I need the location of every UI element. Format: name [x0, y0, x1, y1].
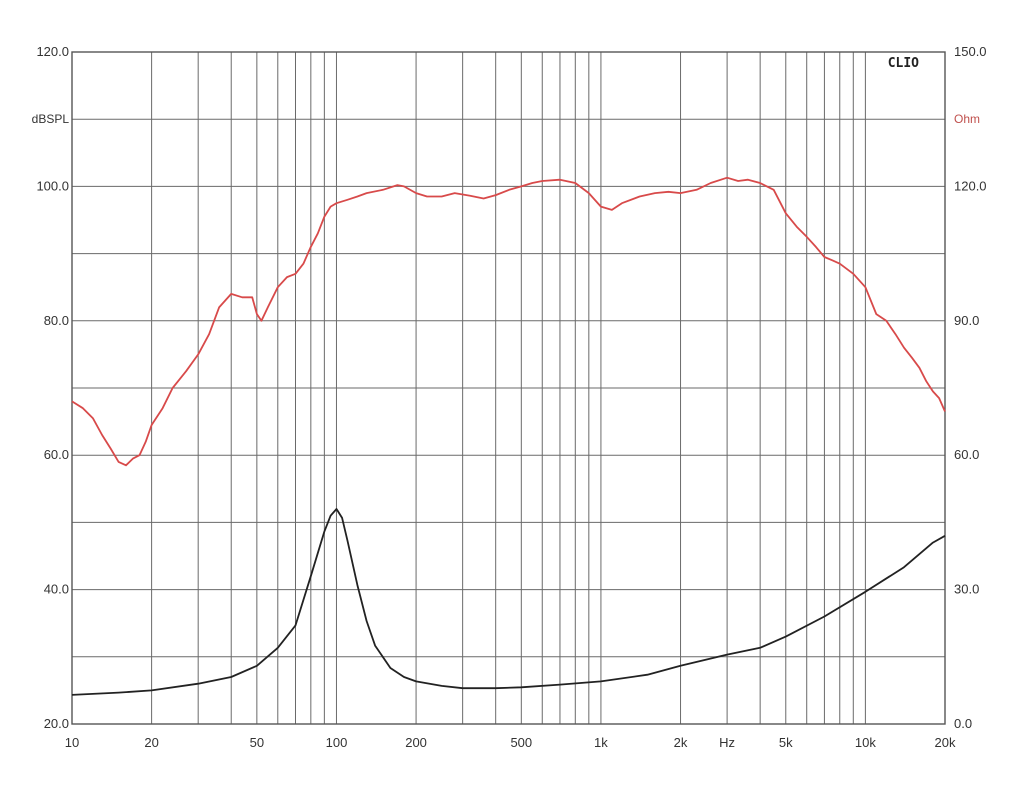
x-tick-label: 10 — [65, 735, 79, 750]
axis-labels: CLIO dBSPL Ohm Hz 10 20 50 100 200 500 1k 2k 5k 1… — [32, 44, 987, 750]
left-tick-label: 120.0 — [36, 44, 69, 59]
x-tick-label: 200 — [405, 735, 427, 750]
right-tick-label: 150.0 — [954, 44, 987, 59]
x-tick-label: 5k — [779, 735, 793, 750]
right-tick-label: 60.0 — [954, 447, 979, 462]
right-tick-label: 30.0 — [954, 582, 979, 597]
impedance-curve — [71, 508, 946, 696]
brand-label: CLIO — [888, 56, 919, 71]
x-tick-label: 1k — [594, 735, 608, 750]
left-tick-label: 60.0 — [44, 447, 69, 462]
series-group — [71, 176, 946, 696]
x-tick-label: 20 — [144, 735, 158, 750]
x-tick-label: 10k — [855, 735, 876, 750]
right-tick-label: 0.0 — [954, 716, 972, 731]
spl-curve — [71, 176, 946, 467]
x-tick-label: 100 — [326, 735, 348, 750]
right-axis-unit: Ohm — [954, 112, 980, 126]
left-tick-label: 40.0 — [44, 582, 69, 597]
x-tick-label: 50 — [250, 735, 264, 750]
left-axis-unit: dBSPL — [32, 112, 70, 126]
x-axis-unit: Hz — [719, 735, 735, 750]
left-tick-label: 20.0 — [44, 716, 69, 731]
plot-frame — [71, 51, 946, 725]
x-tick-label: 20k — [935, 735, 956, 750]
grid — [72, 52, 945, 724]
x-tick-label: 2k — [674, 735, 688, 750]
x-tick-label: 500 — [510, 735, 532, 750]
left-tick-label: 80.0 — [44, 313, 69, 328]
left-tick-label: 100.0 — [36, 178, 69, 193]
right-tick-label: 120.0 — [954, 178, 987, 193]
right-tick-label: 90.0 — [954, 313, 979, 328]
